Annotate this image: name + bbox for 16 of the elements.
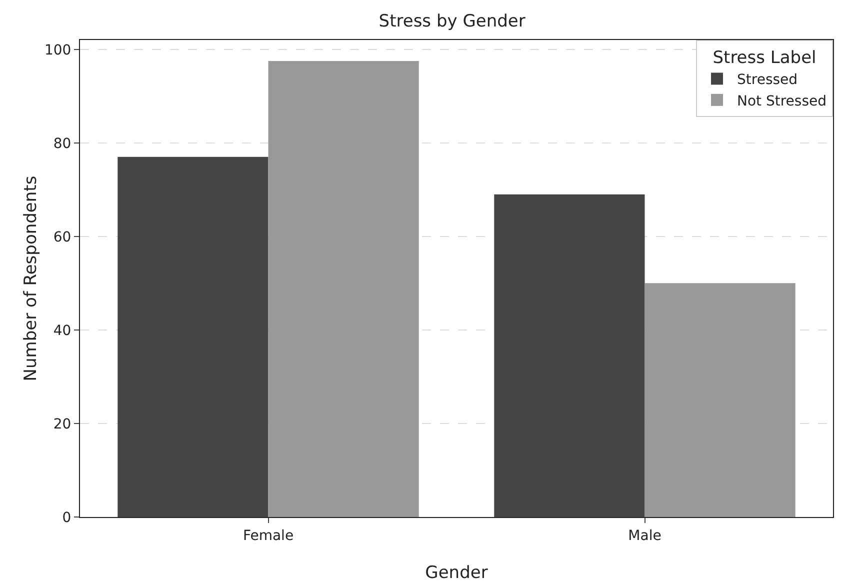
y-tick-label: 100 [44, 42, 72, 58]
legend-label: Stressed [737, 72, 798, 88]
legend-title: Stress Label [712, 48, 816, 68]
legend-label: Not Stressed [737, 93, 827, 110]
chart-title: Stress by Gender [378, 12, 526, 32]
x-tick-label: Male [628, 528, 662, 544]
y-tick-label: 60 [53, 229, 72, 246]
y-axis-title: Number of Respondents [21, 176, 41, 382]
y-tick-label: 80 [53, 136, 72, 152]
x-axis-title: Gender [425, 563, 488, 583]
bar [268, 61, 419, 517]
x-tick-label: Female [242, 528, 294, 544]
bar [644, 283, 796, 517]
y-tick-label: 20 [53, 416, 72, 432]
y-tick-label: 0 [62, 510, 72, 526]
y-tick-label: 40 [53, 322, 72, 339]
